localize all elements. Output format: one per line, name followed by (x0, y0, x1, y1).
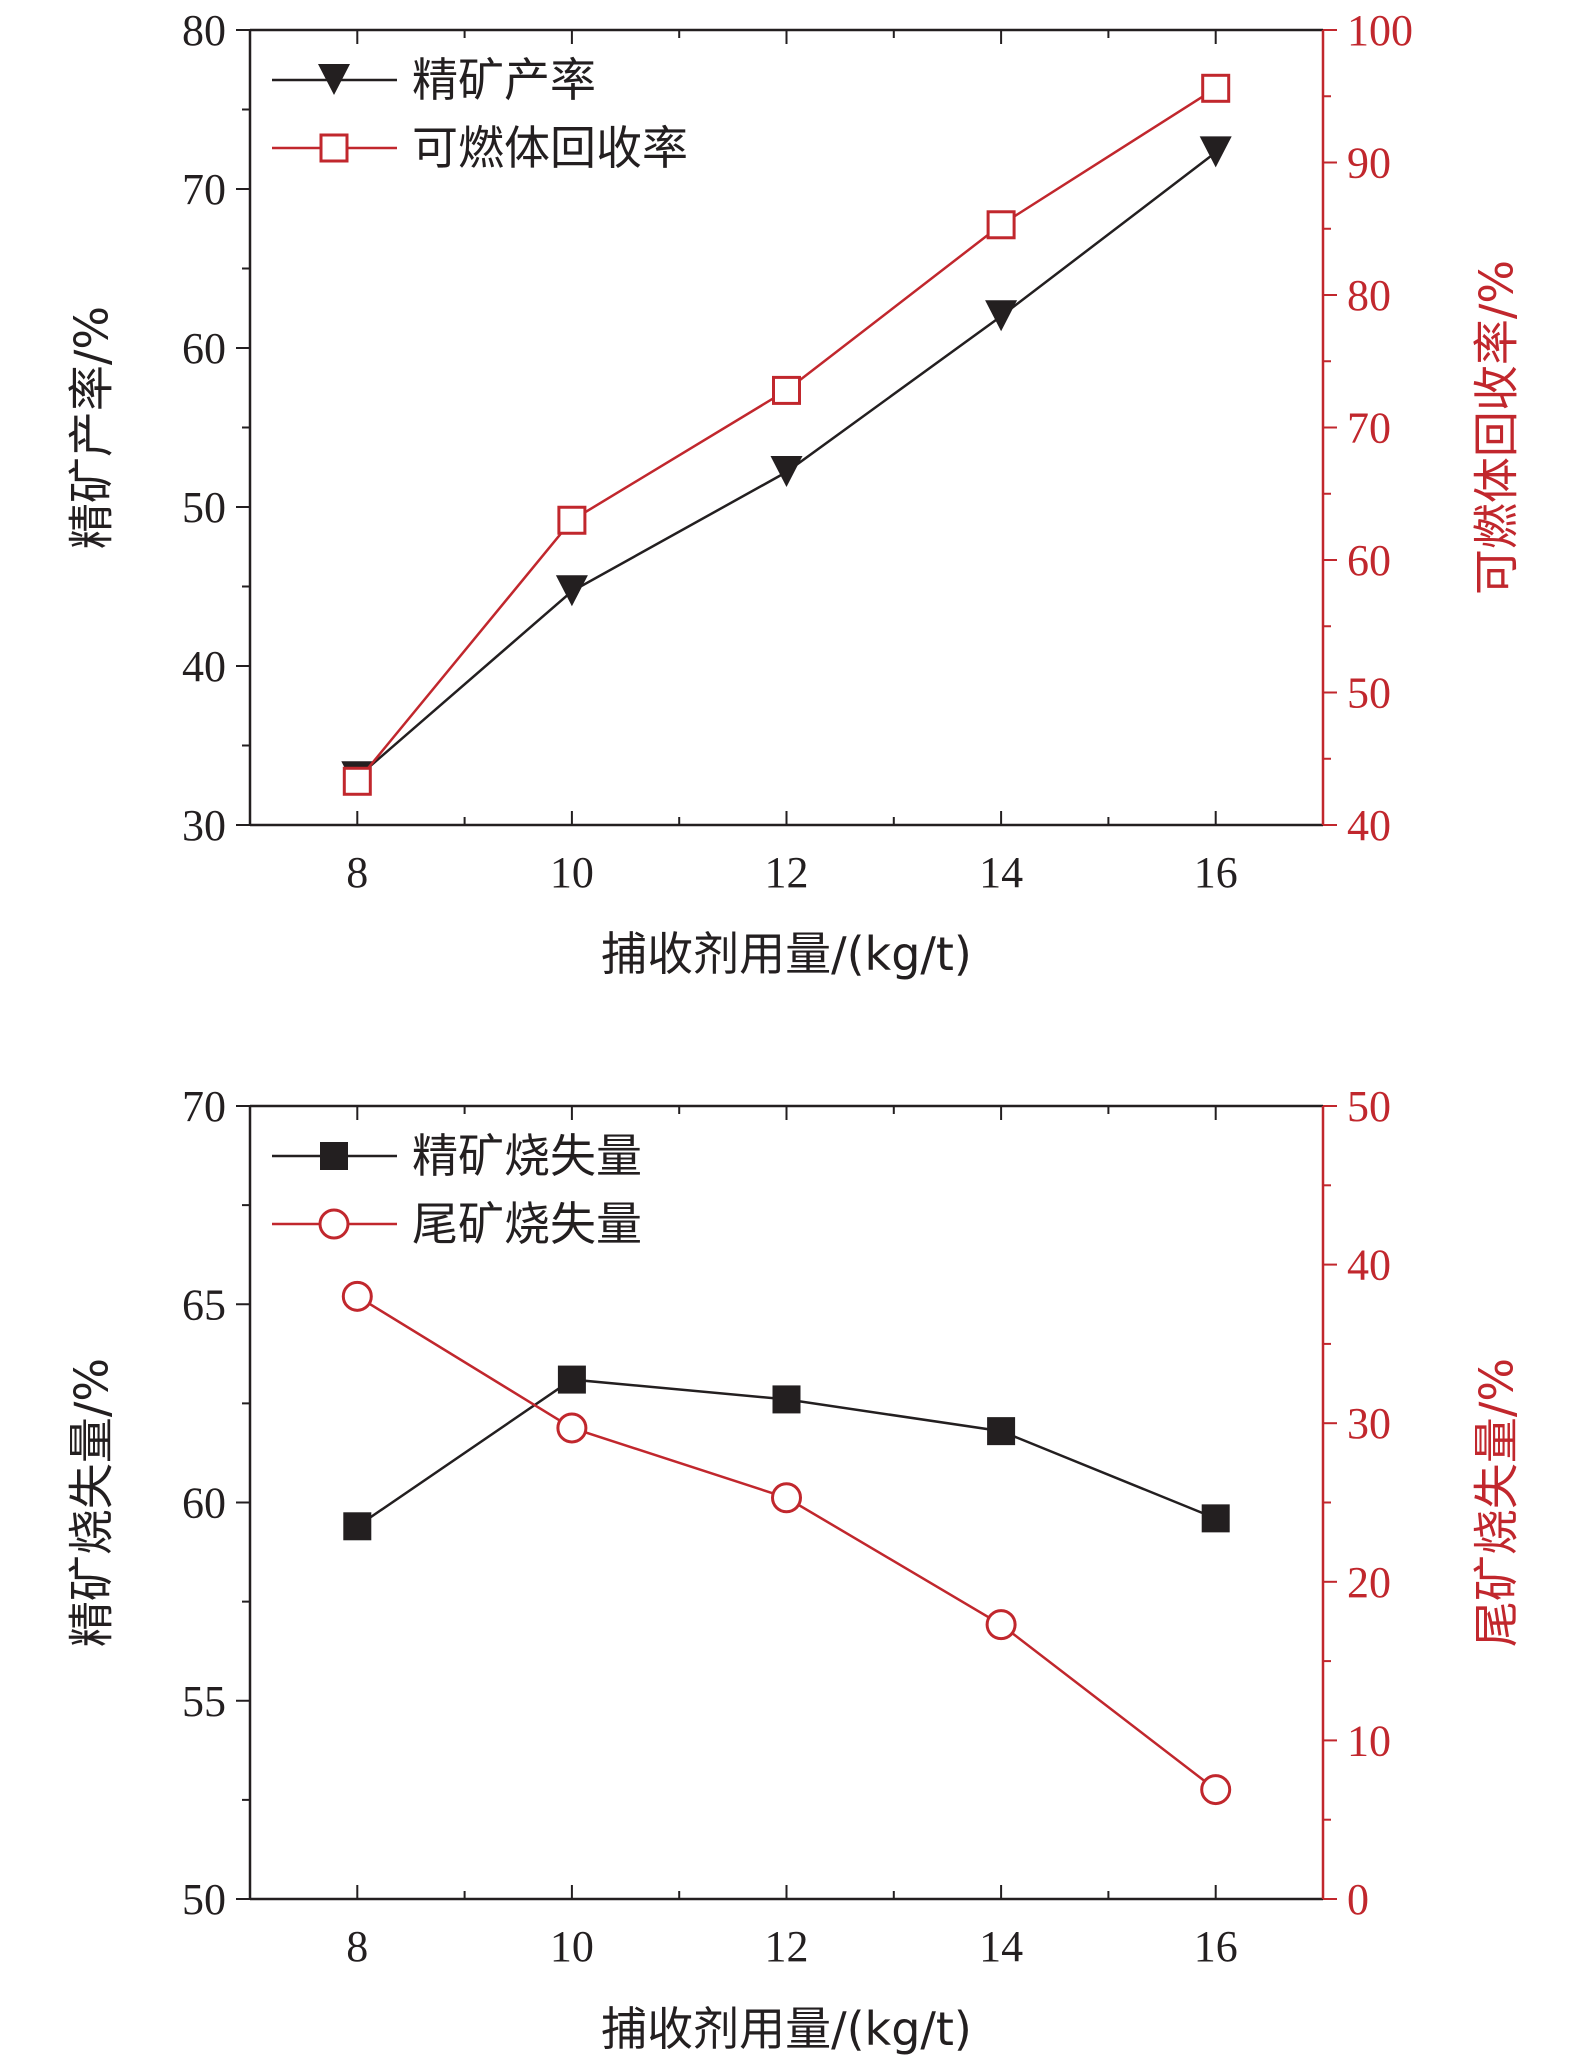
data-point (770, 456, 803, 488)
x-tick-label: 10 (550, 1922, 594, 1971)
chart-yield-recovery: 8 10 12 14 16 30 40 50 60 70 80 40 50 60 70 80 90 100 捕收剂用… (65, 6, 1524, 981)
data-point (1201, 73, 1231, 103)
legend-label: 精矿烧失量 (412, 1129, 642, 1183)
y2-tick-label: 60 (1347, 536, 1391, 585)
legend-label: 可燃体回收率 (412, 121, 688, 175)
y2-tick-label: 30 (1347, 1399, 1391, 1448)
data-point (1199, 136, 1232, 168)
x-tick-label: 16 (1194, 848, 1238, 897)
y-tick-label: 30 (182, 801, 226, 850)
y-axis-title: 精矿烧失量/% (65, 1358, 119, 1647)
y2-tick-label: 0 (1347, 1875, 1369, 1924)
data-point (987, 1417, 1016, 1446)
legend-marker (320, 1142, 348, 1170)
data-point (341, 1280, 373, 1312)
y2-tick-label: 80 (1347, 271, 1391, 320)
y2-tick-label: 50 (1347, 1082, 1391, 1131)
x-tick-label: 8 (346, 1922, 368, 1971)
y2-tick-label: 50 (1347, 669, 1391, 718)
legend-marker (319, 133, 349, 163)
data-point (771, 1482, 802, 1514)
data-point (342, 766, 372, 796)
y-tick-label: 50 (182, 1875, 226, 1924)
y-tick-label: 60 (182, 324, 226, 373)
data-point (343, 1512, 372, 1541)
data-point (557, 505, 587, 535)
data-point (556, 1412, 588, 1444)
y2-tick-label: 20 (1347, 1558, 1391, 1607)
y2-axis-title: 尾矿烧失量/% (1470, 1358, 1524, 1647)
x-tick-label: 12 (765, 1922, 809, 1971)
data-point (986, 210, 1016, 240)
data-point (557, 1365, 586, 1394)
y2-tick-label: 100 (1347, 6, 1413, 55)
y2-tick-label: 10 (1347, 1716, 1391, 1765)
data-point (1201, 1504, 1230, 1533)
x-tick-label: 16 (1194, 1922, 1238, 1971)
y-tick-label: 65 (182, 1280, 226, 1329)
x-axis-title: 捕收剂用量/(kg/t) (601, 2002, 972, 2056)
x-tick-label: 14 (979, 848, 1023, 897)
y-axis-title: 精矿产率/% (65, 306, 119, 549)
data-point (772, 1385, 801, 1414)
y2-tick-label: 40 (1347, 1241, 1391, 1290)
y2-axis-title: 可燃体回收率/% (1470, 260, 1524, 595)
legend-marker (318, 1208, 350, 1240)
x-tick-label: 14 (979, 1922, 1023, 1971)
x-tick-label: 8 (346, 848, 368, 897)
y-tick-label: 60 (182, 1479, 226, 1528)
data-point (772, 375, 801, 405)
x-tick-label: 10 (550, 848, 594, 897)
y2-tick-label: 90 (1347, 139, 1391, 188)
x-axis-title: 捕收剂用量/(kg/t) (601, 927, 972, 981)
y-tick-label: 80 (182, 6, 226, 55)
legend-label: 尾矿烧失量 (412, 1197, 642, 1251)
data-point (985, 1609, 1017, 1641)
data-point (985, 300, 1018, 332)
series-line-1 (356, 1295, 1217, 1791)
y-tick-label: 55 (182, 1677, 226, 1726)
legend-marker (318, 64, 350, 95)
legend-label: 精矿产率 (412, 53, 596, 107)
x-tick-label: 12 (765, 848, 809, 897)
data-point (555, 575, 588, 607)
y-tick-label: 70 (182, 165, 226, 214)
series-line-1 (356, 87, 1217, 783)
data-point (1200, 1774, 1232, 1806)
y-tick-label: 50 (182, 483, 226, 532)
y-tick-label: 70 (182, 1082, 226, 1131)
y-tick-label: 40 (182, 642, 226, 691)
y2-tick-label: 70 (1347, 404, 1391, 453)
y2-tick-label: 40 (1347, 801, 1391, 850)
chart-loss-on-ignition: 8 10 12 14 16 50 55 60 65 70 0 10 20 30 40 50 捕收剂用量/(kg/… (65, 1082, 1524, 2056)
